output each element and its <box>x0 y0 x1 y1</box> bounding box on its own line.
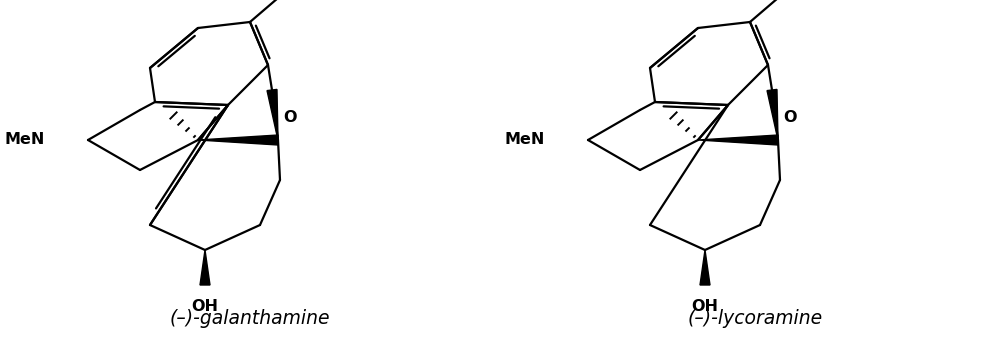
Text: (–)-lycoramine: (–)-lycoramine <box>687 309 823 328</box>
Polygon shape <box>200 250 210 285</box>
Text: MeN: MeN <box>505 133 545 147</box>
Text: OH: OH <box>192 299 218 314</box>
Polygon shape <box>767 89 778 140</box>
Polygon shape <box>198 135 278 145</box>
Text: MeN: MeN <box>5 133 45 147</box>
Polygon shape <box>267 89 278 140</box>
Polygon shape <box>700 250 710 285</box>
Polygon shape <box>698 135 778 145</box>
Text: (–)-galanthamine: (–)-galanthamine <box>170 309 330 328</box>
Text: OH: OH <box>692 299 718 314</box>
Text: O: O <box>283 110 297 126</box>
Text: O: O <box>783 110 797 126</box>
